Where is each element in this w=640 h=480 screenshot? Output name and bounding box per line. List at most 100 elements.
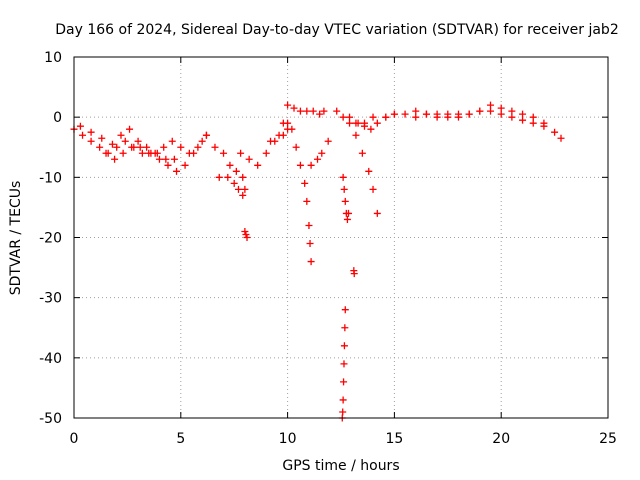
data-point: [177, 143, 185, 151]
data-point: [79, 131, 87, 139]
series-track-k: [307, 137, 332, 169]
data-point: [292, 143, 300, 151]
data-point: [119, 149, 127, 157]
data-point: [245, 155, 253, 163]
data-point: [422, 110, 430, 118]
x-tick-label: 10: [279, 431, 297, 447]
data-point: [262, 149, 270, 157]
data-point: [333, 107, 341, 115]
data-point: [284, 119, 292, 127]
series-track-c: [102, 143, 178, 163]
data-point: [234, 185, 242, 193]
data-point: [340, 185, 348, 193]
data-point: [529, 119, 537, 127]
y-tick-label: 0: [53, 110, 62, 126]
data-point: [155, 155, 163, 163]
data-point: [508, 113, 516, 121]
data-point: [230, 179, 238, 187]
data-point: [519, 110, 527, 118]
data-point: [340, 342, 348, 350]
data-point: [185, 149, 193, 157]
data-point: [360, 122, 368, 130]
data-point: [341, 324, 349, 332]
data-point: [113, 143, 121, 151]
data-point: [382, 113, 390, 121]
data-point: [369, 185, 377, 193]
data-point: [275, 131, 283, 139]
data-point: [220, 149, 228, 157]
data-point: [242, 230, 250, 238]
data-point: [153, 149, 161, 157]
data-point: [352, 131, 360, 139]
x-tick-label: 0: [70, 431, 79, 447]
data-point: [134, 137, 142, 145]
data-point: [241, 227, 249, 235]
data-point: [557, 134, 565, 142]
chart-title: Day 166 of 2024, Sidereal Day-to-day VTE…: [55, 22, 618, 38]
data-point: [301, 179, 309, 187]
data-point: [288, 125, 296, 133]
data-point: [465, 110, 473, 118]
data-point: [444, 110, 452, 118]
y-tick-label: -20: [39, 231, 62, 247]
x-tick-label: 20: [492, 431, 510, 447]
data-point: [454, 113, 462, 121]
data-point: [303, 197, 311, 205]
data-point: [87, 137, 95, 145]
data-point: [102, 149, 110, 157]
data-point: [162, 155, 170, 163]
x-tick-label: 5: [176, 431, 185, 447]
data-point: [412, 113, 420, 121]
data-point: [290, 104, 298, 112]
series-track-j: [288, 125, 315, 266]
data-point: [173, 167, 181, 175]
data-point: [143, 143, 151, 151]
series-track-b: [76, 122, 210, 157]
data-point: [540, 119, 548, 127]
y-tick-label: -40: [39, 351, 62, 367]
data-point: [339, 408, 347, 416]
data-point: [497, 104, 505, 112]
data-point: [316, 110, 324, 118]
data-point: [367, 125, 375, 133]
data-point: [412, 107, 420, 115]
data-point: [324, 137, 332, 145]
series-track-r: [382, 107, 565, 142]
series-track-e: [215, 173, 249, 199]
data-point: [87, 128, 95, 136]
series-track-n: [338, 306, 349, 422]
data-point: [346, 113, 354, 121]
data-point: [160, 143, 168, 151]
data-point: [309, 107, 317, 115]
data-point: [307, 161, 315, 169]
data-point: [339, 113, 347, 121]
data-point: [476, 107, 484, 115]
data-point: [170, 155, 178, 163]
series-track-f: [241, 227, 251, 241]
data-point: [487, 107, 495, 115]
data-point: [296, 161, 304, 169]
data-point: [111, 155, 119, 163]
series-track-d: [202, 131, 247, 181]
data-point: [314, 155, 322, 163]
x-tick-label: 25: [599, 431, 617, 447]
y-axis-ticks: 10 0 -10 -20 -30 -40 -50: [39, 50, 608, 427]
data-point: [354, 119, 362, 127]
data-point: [239, 191, 247, 199]
y-tick-label: -30: [39, 291, 62, 307]
data-point: [98, 134, 106, 142]
data-point: [350, 270, 358, 278]
x-tick-label: 15: [385, 431, 403, 447]
data-point: [194, 143, 202, 151]
data-point: [343, 215, 351, 223]
series-track-g: [237, 125, 292, 169]
data-point: [296, 107, 304, 115]
data-point: [303, 107, 311, 115]
series-track-m: [339, 173, 352, 223]
data-point: [136, 143, 144, 151]
data-point: [126, 125, 134, 133]
data-point: [497, 110, 505, 118]
data-point: [96, 143, 104, 151]
y-tick-label: 10: [44, 50, 62, 66]
